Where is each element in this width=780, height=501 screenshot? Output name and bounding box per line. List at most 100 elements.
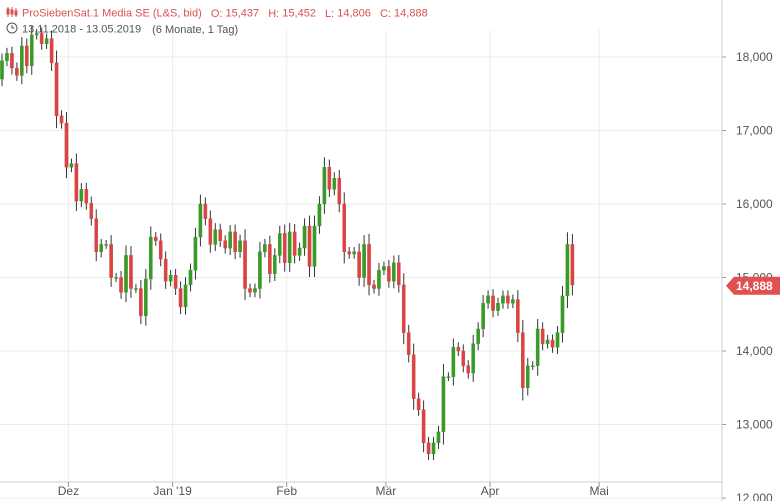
candle-body (277, 233, 282, 256)
high-label: H: (268, 7, 280, 20)
candle-body (198, 203, 203, 238)
candle-body (550, 339, 555, 348)
candles (0, 25, 575, 460)
candle-body (352, 251, 356, 255)
grid-lines (0, 30, 722, 499)
x-tick-label: Mär (376, 484, 397, 498)
close-label: C: (379, 7, 391, 20)
candle-body (233, 231, 237, 252)
candle-body (466, 365, 471, 374)
candle-body (44, 38, 49, 44)
candle-body (168, 275, 173, 282)
candle-body (79, 189, 84, 202)
candle-body (74, 163, 79, 202)
candle-body (441, 376, 446, 433)
candle-body (387, 266, 391, 282)
date-range-line: 13.11.2018 - 13.05.2019 (6 Monate, 1 Tag… (6, 22, 238, 37)
candle-body (446, 376, 451, 378)
date-range: 13.11.2018 - 13.05.2019 (22, 23, 142, 36)
instrument-title: ProSiebenSat.1 Media SE (L&S, bid) (22, 7, 202, 20)
y-tick-label: 18,000 (736, 50, 773, 64)
candle-body (282, 233, 287, 263)
candle-body (436, 431, 441, 444)
y-tick-label: 12,000 (736, 491, 773, 501)
y-tick-label: 14,000 (736, 344, 773, 358)
candle-body (521, 332, 525, 388)
candle-body (144, 278, 148, 316)
y-tick-label: 17,000 (736, 124, 773, 138)
candle-body (471, 343, 476, 374)
candle-body (372, 284, 376, 289)
candle-body (317, 203, 322, 227)
candle-body (134, 288, 138, 290)
candle-body (401, 284, 406, 333)
clock-icon (6, 22, 18, 37)
candle-body (392, 262, 396, 282)
candle-body (183, 284, 188, 308)
candle-body (555, 332, 560, 348)
candle-body (253, 288, 257, 293)
candle-body (327, 167, 332, 190)
x-tick-label: Apr (481, 484, 500, 498)
candle-body (337, 178, 342, 205)
candle-body (178, 288, 183, 308)
x-tick-label: Jan '19 (153, 484, 192, 498)
candle-body (501, 295, 505, 304)
candle-body (476, 328, 480, 344)
candle-body (203, 203, 208, 219)
candle-body (382, 266, 386, 271)
candle-body (248, 288, 252, 293)
candle-body (188, 269, 193, 286)
low-label: L: (325, 7, 335, 20)
candle-body (263, 244, 267, 252)
candle-body (322, 167, 327, 205)
candle-body (208, 218, 213, 245)
candle-body (491, 295, 495, 311)
candle-body (347, 251, 352, 255)
y-tick-label: 16,000 (736, 197, 773, 211)
candle-body (560, 295, 565, 333)
candle-body (243, 240, 247, 289)
candle-body (20, 45, 24, 76)
candle-body (486, 295, 490, 304)
x-tick-label: Mai (589, 484, 608, 498)
candle-body (228, 231, 232, 249)
candle-body (426, 442, 431, 455)
last-price-label: 14,888 (736, 279, 773, 293)
candle-body (406, 332, 411, 355)
candlestick-icon (6, 6, 18, 21)
candle-body (15, 67, 19, 76)
candle-body (258, 251, 262, 289)
candle-body (54, 62, 59, 116)
candle-body (10, 53, 14, 69)
last-price-badge: 14,888 (726, 276, 780, 295)
candle-body (431, 442, 436, 455)
candle-body (94, 218, 99, 252)
y-tick-label: 13,000 (736, 418, 773, 432)
candle-body (34, 33, 39, 36)
candle-body (481, 303, 485, 330)
candle-body (302, 225, 307, 249)
candle-body (148, 236, 153, 280)
candle-body (163, 258, 168, 282)
candle-body (297, 247, 302, 256)
candle-body (416, 398, 421, 410)
candle-body (367, 244, 371, 286)
candle-body (357, 251, 361, 278)
close-value: 14,888 (394, 7, 428, 20)
candle-body (496, 303, 500, 311)
x-axis: Dez Jan '19 Feb Mär Apr Mai (0, 481, 722, 498)
period: (6 Monate, 1 Tag) (152, 23, 239, 36)
candle-body (49, 38, 54, 64)
candle-body (69, 163, 74, 168)
x-tick-label: Feb (276, 484, 297, 498)
open-label: O: (210, 7, 223, 20)
candle-body (129, 255, 133, 289)
candle-body (29, 34, 34, 67)
candle-body (193, 236, 198, 271)
last-price-badge-shape (726, 276, 780, 295)
candle-body (89, 203, 94, 219)
candle-body (397, 262, 401, 286)
candle-body (342, 203, 347, 252)
